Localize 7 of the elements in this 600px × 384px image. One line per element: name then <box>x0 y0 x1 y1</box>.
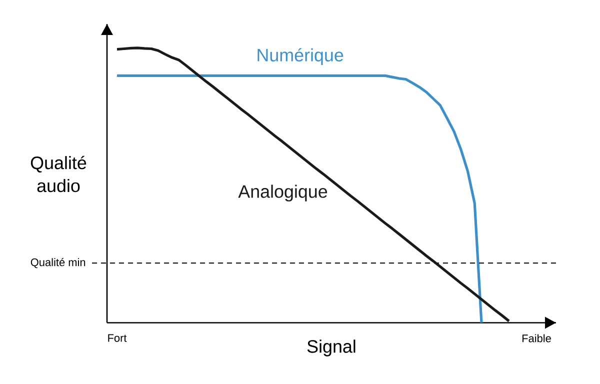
x-tick-label: Fort <box>108 334 127 342</box>
x-tick-label: Faible <box>522 334 551 342</box>
series-label: Analogique <box>238 184 328 202</box>
x-axis-title: Signal <box>307 340 356 356</box>
series-label: Numérique <box>258 48 344 66</box>
y-axis-title: Qualité audio <box>30 156 86 192</box>
ref-line-label: Qualité min <box>30 258 86 268</box>
